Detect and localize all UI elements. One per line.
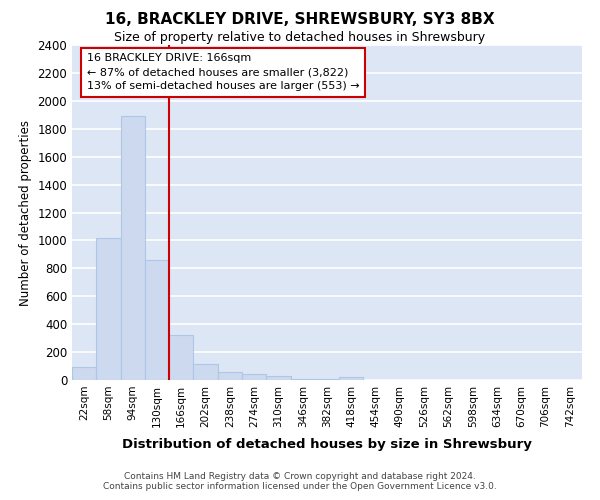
Text: Contains HM Land Registry data © Crown copyright and database right 2024.
Contai: Contains HM Land Registry data © Crown c… bbox=[103, 472, 497, 491]
Text: 16, BRACKLEY DRIVE, SHREWSBURY, SY3 8BX: 16, BRACKLEY DRIVE, SHREWSBURY, SY3 8BX bbox=[105, 12, 495, 28]
Bar bbox=[72, 368, 96, 380]
Text: Size of property relative to detached houses in Shrewsbury: Size of property relative to detached ho… bbox=[115, 31, 485, 44]
Text: 16 BRACKLEY DRIVE: 166sqm
← 87% of detached houses are smaller (3,822)
13% of se: 16 BRACKLEY DRIVE: 166sqm ← 87% of detac… bbox=[86, 54, 359, 92]
Bar bbox=[96, 238, 121, 380]
Bar bbox=[339, 376, 364, 380]
Bar bbox=[218, 372, 242, 380]
Bar bbox=[145, 260, 169, 380]
Bar bbox=[121, 116, 145, 380]
Bar bbox=[266, 376, 290, 380]
Bar bbox=[169, 336, 193, 380]
X-axis label: Distribution of detached houses by size in Shrewsbury: Distribution of detached houses by size … bbox=[122, 438, 532, 451]
Bar bbox=[193, 364, 218, 380]
Bar bbox=[290, 378, 315, 380]
Bar bbox=[242, 374, 266, 380]
Y-axis label: Number of detached properties: Number of detached properties bbox=[19, 120, 32, 306]
